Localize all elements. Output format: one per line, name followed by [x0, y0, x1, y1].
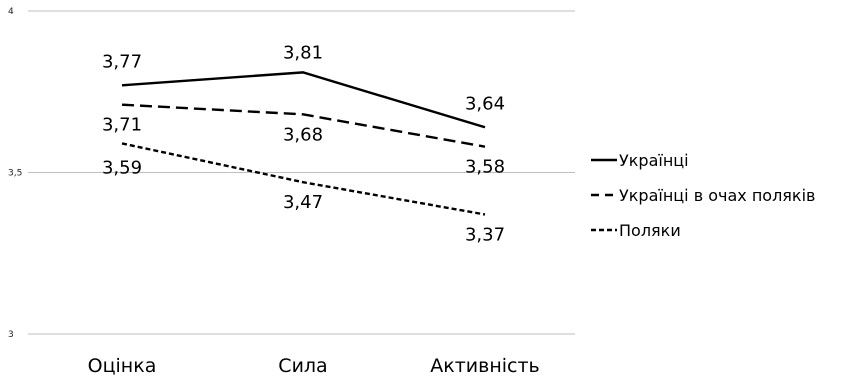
y-tick-label: 3: [8, 330, 14, 340]
series-line-2: [121, 103, 486, 148]
data-label: 3,59: [102, 157, 142, 178]
data-label: 3,58: [465, 157, 505, 178]
x-category-label: Оцінка: [88, 355, 157, 377]
legend-label: Українці: [619, 151, 689, 170]
y-tick-label: 4: [8, 7, 14, 17]
data-label: 3,37: [465, 224, 505, 245]
data-label: 3,77: [102, 51, 142, 72]
legend-label: Українці в очах поляків: [619, 186, 815, 205]
data-label: 3,47: [283, 192, 323, 213]
x-category-label: Активність: [430, 355, 540, 377]
legend-label: Поляки: [619, 221, 681, 240]
x-category-label: Сила: [278, 355, 327, 377]
data-label: 3,81: [283, 42, 323, 63]
data-label: 3,64: [465, 93, 505, 114]
series-line-1: [121, 71, 486, 129]
series-line-3: [121, 142, 486, 216]
data-label: 3,71: [102, 115, 142, 136]
y-tick-label: 3,5: [8, 169, 22, 179]
data-label: 3,68: [283, 124, 323, 145]
